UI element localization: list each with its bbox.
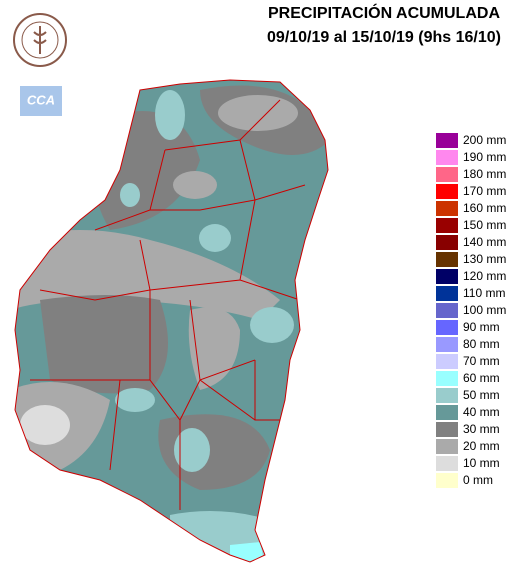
legend-swatch: [436, 371, 458, 386]
legend-label: 0 mm: [463, 473, 493, 487]
legend-swatch: [436, 235, 458, 250]
legend-label: 130 mm: [463, 252, 506, 266]
legend-label: 80 mm: [463, 337, 500, 351]
legend-label: 120 mm: [463, 269, 506, 283]
legend-swatch: [436, 388, 458, 403]
legend-label: 150 mm: [463, 218, 506, 232]
legend-label: 170 mm: [463, 184, 506, 198]
legend-swatch: [436, 184, 458, 199]
legend-label: 20 mm: [463, 439, 500, 453]
legend-label: 100 mm: [463, 303, 506, 317]
legend-label: 50 mm: [463, 388, 500, 402]
title: PRECIPITACIÓN ACUMULADA: [268, 3, 500, 22]
legend-swatch: [436, 218, 458, 233]
badge-text: CCA: [27, 92, 55, 107]
legend-label: 10 mm: [463, 456, 500, 470]
province-outline: [14, 79, 329, 563]
legend-swatch: [436, 133, 458, 148]
legend-swatch: [436, 354, 458, 369]
legend-label: 110 mm: [463, 286, 505, 300]
legend-swatch: [436, 252, 458, 267]
legend-label: 60 mm: [463, 371, 500, 385]
legend-swatch: [436, 286, 458, 301]
legend-label: 90 mm: [463, 320, 500, 334]
legend-swatch: [436, 303, 458, 318]
legend-swatch: [436, 167, 458, 182]
legend-swatch: [436, 422, 458, 437]
legend-label: 30 mm: [463, 422, 500, 436]
legend-swatch: [436, 269, 458, 284]
legend-swatch: [436, 439, 458, 454]
subtitle: 09/10/19 al 15/10/19 (9hs 16/10): [267, 29, 501, 46]
legend-swatch: [436, 473, 458, 488]
legend-swatch: [436, 150, 458, 165]
badge: [20, 86, 62, 116]
legend-label: 40 mm: [463, 405, 500, 419]
legend-label: 70 mm: [463, 354, 500, 368]
legend-swatch: [436, 456, 458, 471]
map: [15, 80, 328, 562]
legend-label: 200 mm: [463, 133, 506, 147]
legend-label: 180 mm: [463, 167, 506, 181]
legend-swatch: [436, 405, 458, 420]
legend-swatch: [436, 337, 458, 352]
legend: 200 mm 190 mm 180 mm 170 mm 160 mm 150 mm 140 …: [436, 133, 506, 488]
legend-label: 160 mm: [463, 201, 506, 215]
legend-label: 190 mm: [463, 150, 506, 164]
legend-label: 140 mm: [463, 235, 506, 249]
legend-swatch: [436, 320, 458, 335]
legend-swatch: [436, 201, 458, 216]
logo: [13, 13, 67, 67]
